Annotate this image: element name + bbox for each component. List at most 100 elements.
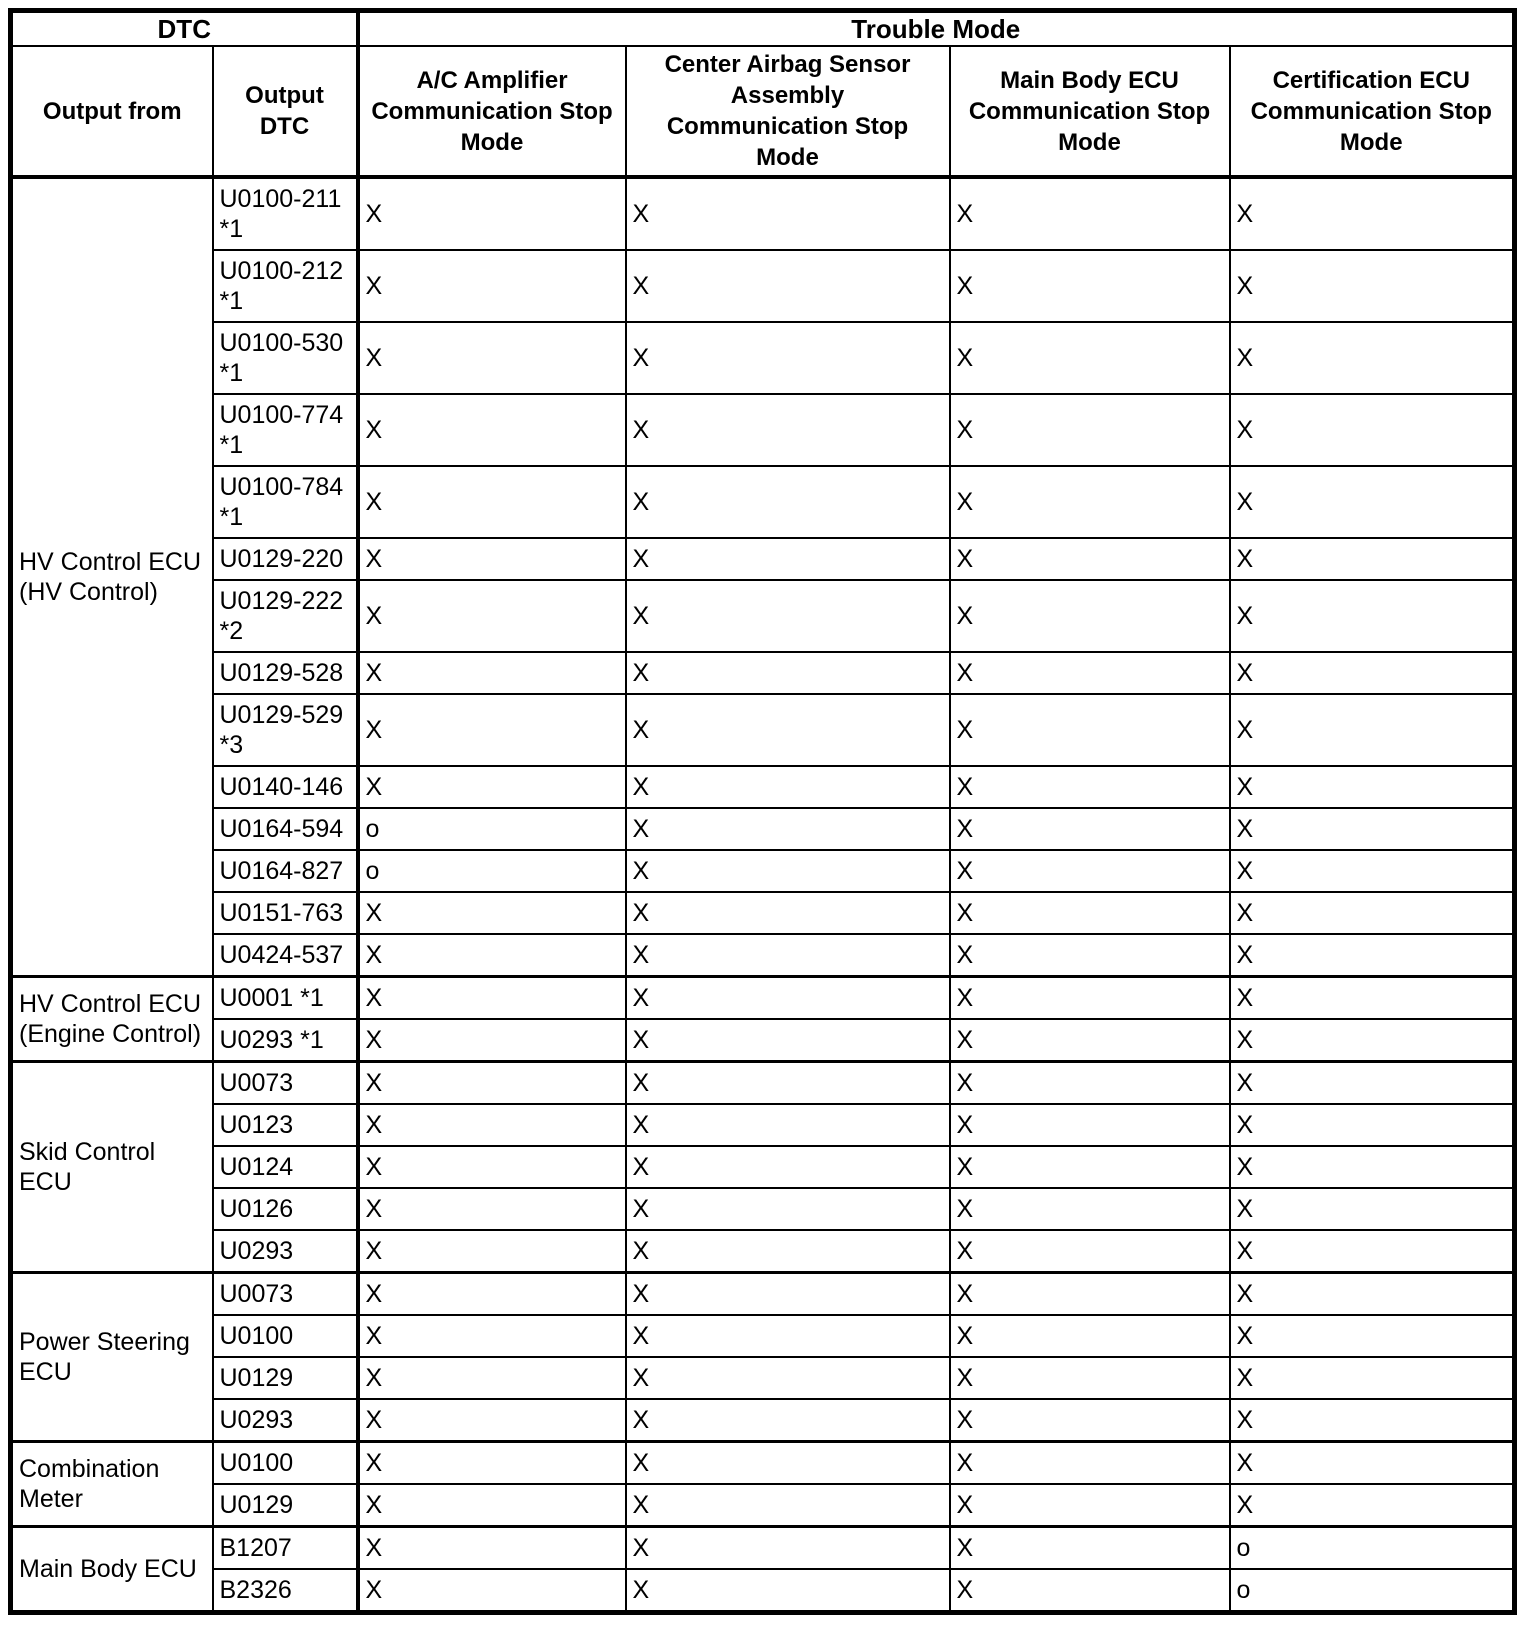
output-dtc-cell: U0164-594: [211, 807, 360, 851]
trouble-mode-value-cell: X: [624, 1145, 951, 1189]
trouble-mode-value-cell: X: [1228, 891, 1516, 935]
output-dtc-cell: U0126: [211, 1187, 360, 1231]
trouble-mode-value-cell: X: [1228, 975, 1516, 1020]
table-body: HV Control ECU (HV Control) U0100-211 *1 X…: [9, 176, 1516, 1614]
trouble-mode-value-cell: X: [1228, 537, 1516, 581]
trouble-mode-value-cell: X: [1228, 693, 1516, 767]
trouble-mode-value-cell: X: [948, 693, 1231, 767]
trouble-mode-value-cell: X: [356, 249, 627, 323]
trouble-mode-value-cell: X: [624, 891, 951, 935]
trouble-mode-value-cell: X: [948, 1103, 1231, 1147]
trouble-mode-value-cell: X: [356, 1568, 627, 1614]
column-header-output-dtc: Output DTC: [211, 45, 360, 179]
trouble-mode-value-cell: X: [948, 579, 1231, 653]
table-row: U0164-594 o X X X: [11, 807, 1516, 851]
output-dtc-cell: U0100: [211, 1314, 360, 1358]
output-dtc-cell: U0100-784 *1: [211, 465, 360, 539]
trouble-mode-value-cell: X: [948, 1440, 1231, 1485]
output-dtc-cell: U0293: [211, 1229, 360, 1274]
trouble-mode-value-cell: X: [948, 1271, 1231, 1316]
table-row: U0100-212 *1 X X X X: [11, 249, 1516, 323]
trouble-mode-value-cell: X: [1228, 1271, 1516, 1316]
output-from-cell: HV Control ECU (HV Control): [9, 176, 214, 978]
header-row-groups: DTC Trouble Mode: [9, 9, 1516, 47]
output-dtc-cell: U0293: [211, 1398, 360, 1443]
trouble-mode-value-cell: X: [624, 579, 951, 653]
trouble-mode-value-cell: X: [624, 975, 951, 1020]
trouble-mode-value-cell: X: [624, 1525, 951, 1570]
column-header-main-body-ecu: Main Body ECU Communication Stop Mode: [948, 45, 1231, 179]
trouble-mode-value-cell: X: [624, 807, 951, 851]
table-row: U0164-827 o X X X: [11, 849, 1516, 893]
trouble-mode-value-cell: X: [948, 849, 1231, 893]
table-row: U0140-146 X X X X: [11, 765, 1516, 809]
trouble-mode-value-cell: o: [356, 807, 627, 851]
header-dtc-group: DTC: [9, 9, 360, 47]
trouble-mode-value-cell: X: [1228, 1483, 1516, 1528]
trouble-mode-value-cell: X: [356, 1145, 627, 1189]
table-row: U0100-784 *1 X X X X: [11, 465, 1516, 539]
trouble-mode-value-cell: X: [624, 1483, 951, 1528]
dtc-trouble-mode-table: DTC Trouble Mode Output from Output DTC …: [8, 8, 1517, 1615]
trouble-mode-value-cell: X: [1228, 1398, 1516, 1443]
column-header-ac-amplifier: A/C Amplifier Communication Stop Mode: [356, 45, 627, 179]
table-row: U0129 X X X X: [11, 1483, 1516, 1528]
trouble-mode-value-cell: X: [356, 1018, 627, 1063]
trouble-mode-value-cell: X: [356, 1483, 627, 1528]
trouble-mode-value-cell: X: [624, 176, 951, 251]
trouble-mode-value-cell: X: [948, 933, 1231, 978]
trouble-mode-value-cell: X: [1228, 807, 1516, 851]
trouble-mode-value-cell: X: [948, 975, 1231, 1020]
table-row: U0100-774 *1 X X X X: [11, 393, 1516, 467]
output-dtc-cell: U0129: [211, 1356, 360, 1400]
table-row: U0100-530 *1 X X X X: [11, 321, 1516, 395]
table-row: Power Steering ECU U0073 X X X X: [9, 1271, 1516, 1443]
trouble-mode-value-cell: X: [1228, 1018, 1516, 1063]
trouble-mode-value-cell: X: [356, 651, 627, 695]
output-dtc-cell: U0100: [211, 1440, 360, 1485]
column-header-certification-ecu: Certification ECU Communication Stop Mod…: [1228, 45, 1516, 179]
output-dtc-cell: U0129-528: [211, 651, 360, 695]
trouble-mode-value-cell: X: [356, 933, 627, 978]
trouble-mode-value-cell: X: [1228, 321, 1516, 395]
table-row: U0126 X X X X: [11, 1187, 1516, 1231]
output-dtc-cell: U0293 *1: [211, 1018, 360, 1063]
output-dtc-cell: U0129-529 *3: [211, 693, 360, 767]
trouble-mode-value-cell: X: [1228, 1314, 1516, 1358]
output-from-cell: Combination Meter: [9, 1440, 214, 1528]
trouble-mode-value-cell: X: [1228, 1103, 1516, 1147]
trouble-mode-value-cell: X: [624, 1187, 951, 1231]
trouble-mode-value-cell: X: [624, 1103, 951, 1147]
trouble-mode-value-cell: X: [624, 393, 951, 467]
trouble-mode-value-cell: X: [1228, 1356, 1516, 1400]
output-dtc-cell: U0100-774 *1: [211, 393, 360, 467]
output-dtc-cell: U0123: [211, 1103, 360, 1147]
trouble-mode-value-cell: X: [948, 765, 1231, 809]
output-dtc-cell: U0129-220: [211, 537, 360, 581]
trouble-mode-value-cell: X: [356, 465, 627, 539]
trouble-mode-value-cell: X: [356, 579, 627, 653]
trouble-mode-value-cell: X: [1228, 1229, 1516, 1274]
trouble-mode-value-cell: X: [1228, 249, 1516, 323]
trouble-mode-value-cell: X: [624, 1018, 951, 1063]
trouble-mode-value-cell: X: [948, 1018, 1231, 1063]
trouble-mode-value-cell: X: [1228, 1440, 1516, 1485]
trouble-mode-value-cell: X: [624, 1440, 951, 1485]
output-dtc-cell: U0164-827: [211, 849, 360, 893]
trouble-mode-value-cell: X: [1228, 849, 1516, 893]
trouble-mode-value-cell: X: [948, 1525, 1231, 1570]
trouble-mode-value-cell: X: [356, 765, 627, 809]
trouble-mode-value-cell: X: [1228, 465, 1516, 539]
trouble-mode-value-cell: X: [356, 1103, 627, 1147]
trouble-mode-value-cell: X: [624, 1229, 951, 1274]
trouble-mode-value-cell: X: [624, 1314, 951, 1358]
trouble-mode-value-cell: X: [1228, 393, 1516, 467]
output-dtc-cell: B2326: [211, 1568, 360, 1614]
trouble-mode-value-cell: X: [356, 693, 627, 767]
trouble-mode-value-cell: X: [948, 807, 1231, 851]
table-header: DTC Trouble Mode Output from Output DTC …: [9, 9, 1516, 179]
table-row: U0293 X X X X: [11, 1229, 1516, 1274]
trouble-mode-value-cell: X: [948, 1483, 1231, 1528]
trouble-mode-value-cell: X: [1228, 1187, 1516, 1231]
trouble-mode-value-cell: X: [624, 1060, 951, 1105]
